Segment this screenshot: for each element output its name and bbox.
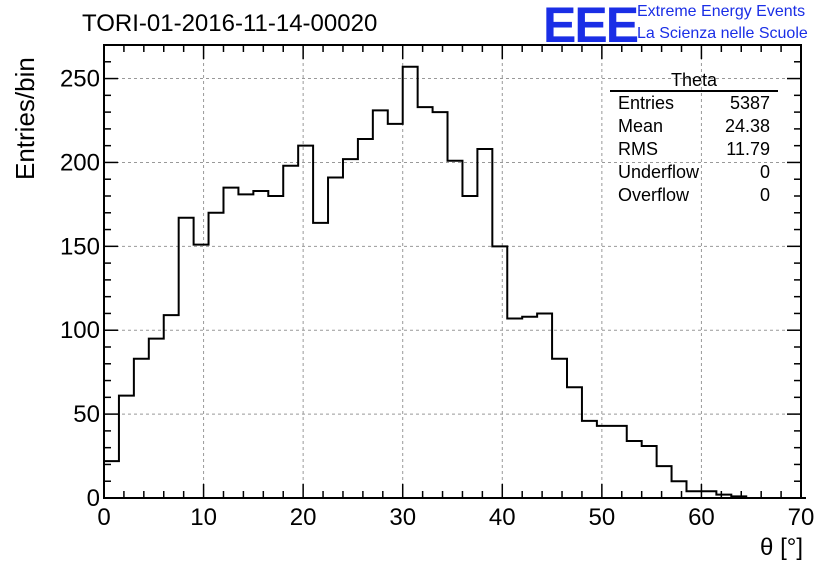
y-tick-label: 0	[87, 485, 100, 512]
stats-row-entries: Entries 5387	[610, 92, 778, 115]
plot-frame	[103, 44, 802, 499]
x-tick-label: 20	[290, 504, 317, 531]
logo-text-line1: Extreme Energy Events	[637, 3, 806, 20]
y-tick-label: 50	[73, 401, 100, 428]
stats-label: Overflow	[618, 185, 690, 205]
y-tick-label: 100	[60, 317, 100, 344]
stats-value: 11.79	[726, 139, 770, 159]
stats-row-overflow: Overflow 0	[610, 184, 778, 207]
stats-value: 5387	[729, 93, 770, 113]
stats-label: RMS	[618, 139, 658, 159]
y-tick-label: 150	[60, 233, 100, 260]
histogram-series	[103, 65, 806, 499]
stats-row-rms: RMS 11.79	[610, 138, 778, 161]
x-tick-label: 60	[688, 504, 715, 531]
x-tick-label: 70	[788, 504, 815, 531]
stats-value: 0	[759, 185, 770, 205]
stats-value: 24.38	[724, 116, 770, 136]
y-tick-label: 250	[60, 66, 100, 93]
x-tick-label: 0	[97, 504, 110, 531]
stats-title: Theta	[610, 70, 778, 92]
y-axis-label: Entries/bin	[10, 57, 40, 180]
grid-lines	[104, 45, 801, 498]
x-tick-label: 50	[589, 504, 616, 531]
x-tick-label: 10	[190, 504, 217, 531]
chart-title: TORI-01-2016-11-14-00020	[82, 10, 378, 37]
stats-box: Theta Entries 5387 Mean 24.38 RMS 11.79 …	[610, 70, 778, 207]
eee-logo: EEE	[543, 0, 639, 53]
y-tick-label: 200	[60, 149, 100, 176]
x-axis-label: θ [°]	[760, 534, 803, 561]
stats-label: Mean	[618, 116, 664, 136]
x-tick-label: 30	[389, 504, 416, 531]
stats-value: 0	[759, 162, 770, 182]
logo-text-line2: La Scienza nelle Scuole	[637, 25, 808, 42]
tick-labels: 0 10 20 30 40 50 60 70 0 50 100 150 200 250	[60, 66, 814, 531]
stats-row-underflow: Underflow 0	[610, 161, 778, 184]
stats-label: Underflow	[618, 162, 700, 182]
stats-row-mean: Mean 24.38	[610, 115, 778, 138]
x-tick-label: 40	[489, 504, 516, 531]
stats-label: Entries	[618, 93, 675, 113]
